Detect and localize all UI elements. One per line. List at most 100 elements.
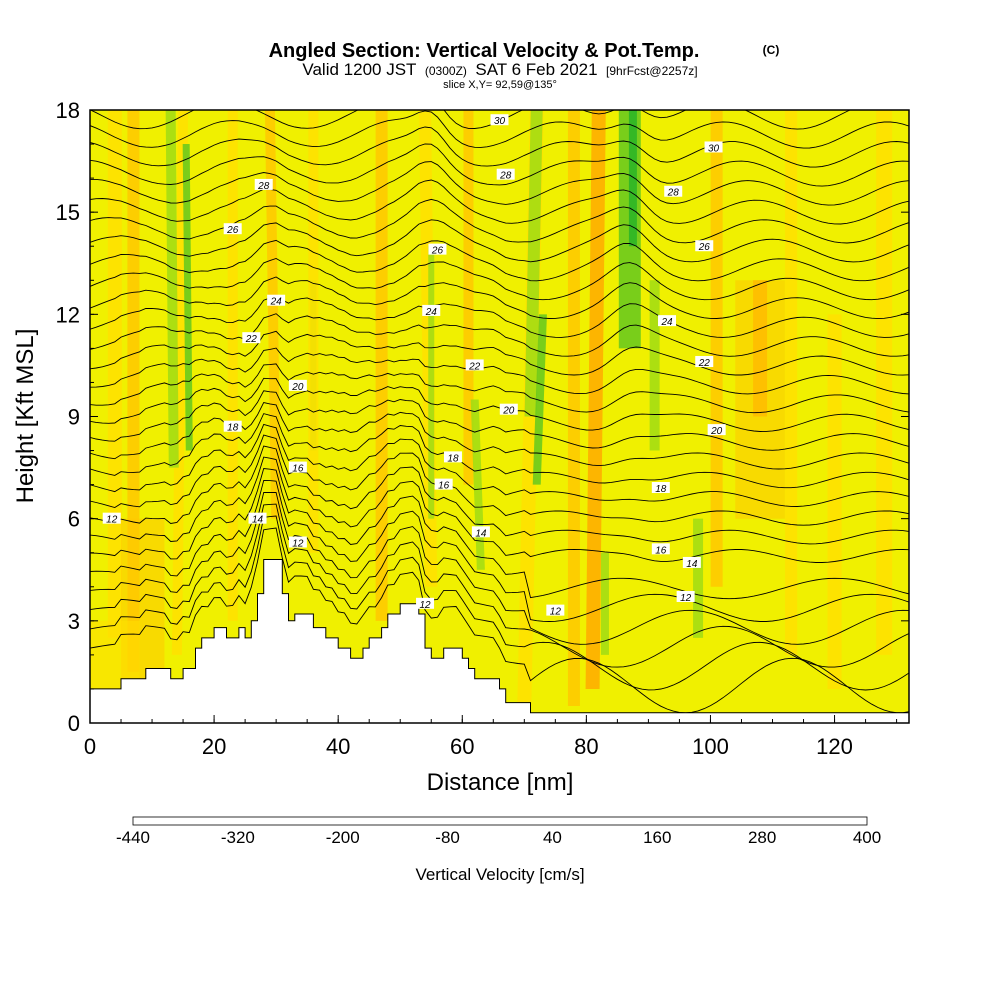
svg-text:22: 22 [468,361,481,372]
isentrope-label: 16 [288,461,307,475]
isentrope-label: 30 [490,114,509,127]
isentrope-line [90,347,909,395]
x-axis-label: Distance [nm] [427,769,574,796]
isentrope-line [90,456,909,563]
isentrope-line [90,390,909,451]
isentrope-line [90,239,909,282]
isentrope-label: 24 [422,304,441,318]
chart-title: Angled Section: Vertical Velocity & Pot.… [269,40,700,62]
velocity-band [165,110,179,468]
isentrope-line [90,294,909,338]
terrain-mask [90,559,909,723]
svg-text:24: 24 [660,317,673,328]
isentrope-line [90,491,909,645]
isentrope-label: 18 [651,482,670,495]
isentrope-label: 28 [254,178,273,192]
velocity-band [308,110,319,553]
svg-text:12: 12 [550,607,562,618]
isentrope-label: 14 [682,556,701,570]
isentrope-label: 12 [416,597,435,611]
svg-text:14: 14 [475,528,487,539]
svg-text:26: 26 [226,225,239,236]
isentrope-line [90,219,909,263]
isentrope-label: 14 [471,526,490,539]
isentrope-label: 12 [102,512,121,526]
isentrope-label: 18 [443,451,462,464]
colorbar-tick-label: 400 [853,828,881,847]
isentrope-line [90,503,909,668]
isentrope-line [90,515,909,691]
svg-text:16: 16 [292,464,304,475]
svg-text:26: 26 [698,242,711,253]
isentrope-line [90,126,909,168]
svg-text:20: 20 [502,406,515,417]
svg-text:12: 12 [106,515,118,526]
y-tick-label: 18 [56,98,80,123]
x-tick-label: 60 [450,734,474,759]
svg-text:14: 14 [252,515,264,526]
isentrope-label: 30 [704,141,723,154]
svg-text:16: 16 [438,481,450,492]
title-block: Angled Section: Vertical Velocity & Pot.… [269,40,780,91]
x-tick-label: 120 [816,734,853,759]
valid-forecast: [9hrFcst@2257z] [606,64,698,78]
colorbar-tick-label: 280 [748,828,776,847]
isentrope-line [90,434,909,526]
plot-area: 12 14 12 16 18 20 22 24 26 28 26 24 22 20 18 16 14 12 12 28… [90,110,909,723]
valid-date: SAT 6 Feb 2021 [475,60,597,79]
isentrope-label: 16 [434,478,453,492]
y-tick-label: 6 [68,507,80,532]
velocity-band [693,518,704,638]
isentrope-lines [90,110,909,714]
velocity-patch [735,280,785,519]
isentrope-line [90,258,909,301]
colorbar-tick-label: -440 [116,828,150,847]
isentrope-label: 28 [496,168,515,182]
velocity-band [463,110,474,485]
velocity-band [524,110,543,417]
velocity-band [827,314,842,689]
x-axis: 0 20 40 60 80 100 120 [84,715,898,759]
svg-text:20: 20 [291,382,304,393]
isentrope-label: 24 [267,294,286,308]
isentrope-line [90,330,909,376]
colorbar: -440 -320 -200 -80 40 160 280 400 [116,816,881,847]
y-tick-label: 0 [68,711,80,736]
velocity-band [375,110,388,621]
valid-prefix: Valid 1200 JST [302,60,416,79]
svg-text:28: 28 [499,171,512,182]
velocity-band [785,110,798,655]
svg-text:18: 18 [227,423,239,434]
svg-text:28: 28 [257,181,270,192]
isentrope-line [90,413,909,489]
isentrope-line [90,161,909,206]
colorbar-tick-label: -200 [326,828,360,847]
x-tick-label: 80 [574,734,598,759]
isentrope-label: 16 [651,543,670,556]
svg-text:28: 28 [667,188,680,199]
velocity-band [710,110,723,587]
isentrope-line [90,377,909,432]
velocity-band [628,110,637,247]
x-tick-label: 0 [84,734,96,759]
svg-text:16: 16 [655,545,667,556]
svg-text:14: 14 [686,559,698,570]
isentrope-label: 26 [695,240,714,253]
isentrope-label: 20 [288,379,307,393]
isentrope-label: 24 [658,315,677,328]
isentrope-line [90,110,909,149]
isentrope-label: 22 [695,356,714,369]
colorbar-tick-label: 160 [643,828,671,847]
valid-time-line: Valid 1200 JST (0300Z) SAT 6 Feb 2021 [9… [302,60,697,79]
y-axis-label: Height [Kft MSL] [12,329,39,504]
isentrope-line [90,445,909,545]
isentrope-line [90,423,909,507]
velocity-band [600,552,609,655]
svg-text:18: 18 [447,453,459,464]
slice-info: slice X,Y= 92,59@135° [443,79,557,91]
valid-utc: (0300Z) [425,64,467,78]
isentrope-label: 26 [428,243,447,257]
y-tick-label: 9 [68,405,80,430]
isentrope-line [90,479,909,622]
isentrope-label: 28 [664,185,683,199]
